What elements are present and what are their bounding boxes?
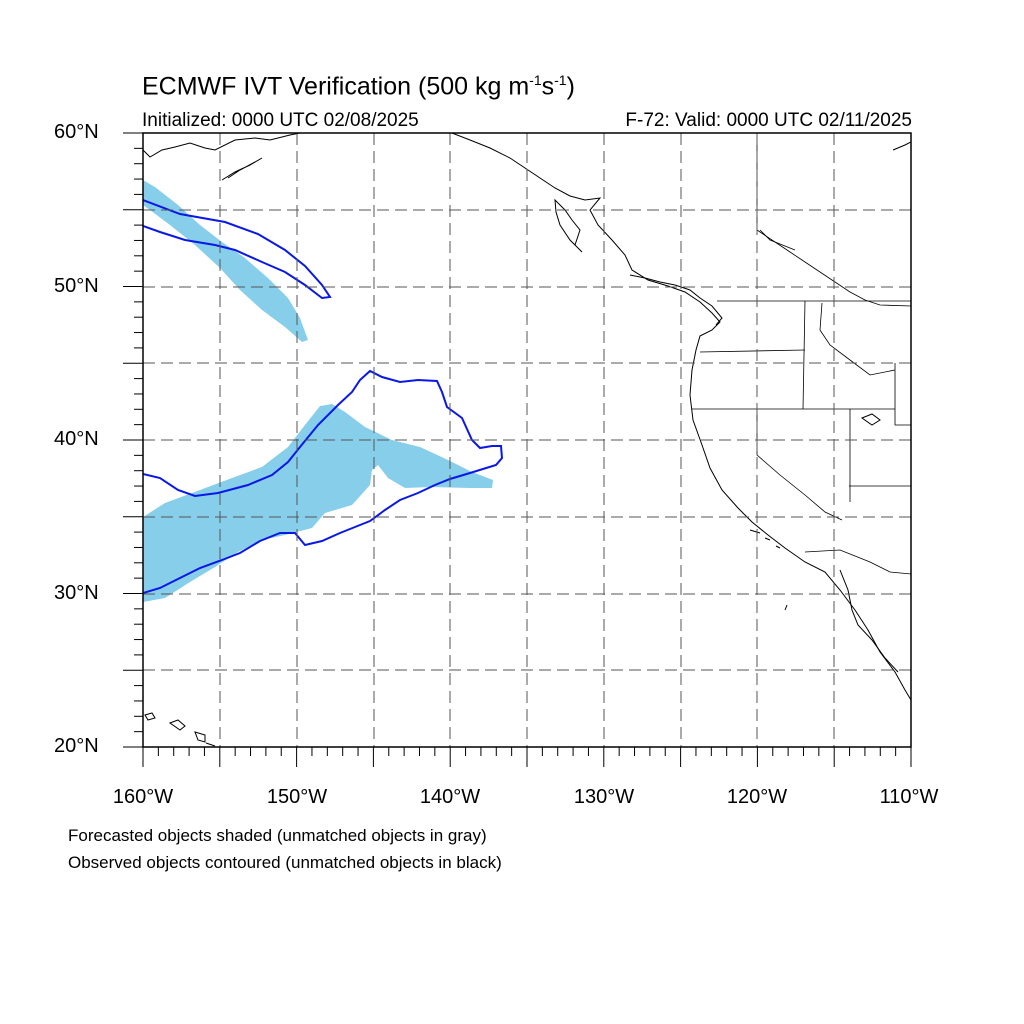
y-label-60n: 60°N	[54, 121, 99, 143]
valid-label: F-72: Valid: 0000 UTC 02/11/2025	[625, 110, 912, 131]
x-label-140w: 140°W	[419, 786, 481, 808]
y-label-50n: 50°N	[54, 275, 99, 297]
forecast-object-north	[143, 180, 308, 342]
observed-contour-south	[143, 369, 504, 594]
y-label-30n: 30°N	[54, 582, 99, 604]
x-label-130w: 130°W	[573, 786, 635, 808]
x-label-160w: 160°W	[112, 786, 174, 808]
x-label-120w: 120°W	[726, 786, 788, 808]
observed-contour-north	[143, 199, 332, 300]
title-mid: s	[541, 72, 555, 101]
initialized-label: Initialized: 0000 UTC 02/08/2025	[142, 110, 419, 131]
note-forecast: Forecasted objects shaded (unmatched obj…	[68, 826, 487, 845]
coastlines	[143, 133, 911, 747]
title-sup-2: -1	[554, 72, 567, 88]
x-label-150w: 150°W	[266, 786, 328, 808]
note-observed: Observed objects contoured (unmatched ob…	[68, 853, 502, 872]
map-title: ECMWF IVT Verification (500 kg m-1s-1)	[142, 72, 575, 101]
y-label-20n: 20°N	[54, 735, 99, 757]
axis-ticks	[123, 132, 912, 767]
title-end: )	[566, 72, 575, 101]
x-label-110w: 110°W	[879, 786, 939, 808]
lat-lon-grid	[143, 133, 911, 747]
y-label-40n: 40°N	[54, 428, 99, 450]
title-sup-1: -1	[529, 72, 542, 88]
title-main: ECMWF IVT Verification (500 kg m	[142, 72, 530, 101]
forecast-object-south	[143, 404, 493, 602]
state-borders	[692, 133, 911, 575]
